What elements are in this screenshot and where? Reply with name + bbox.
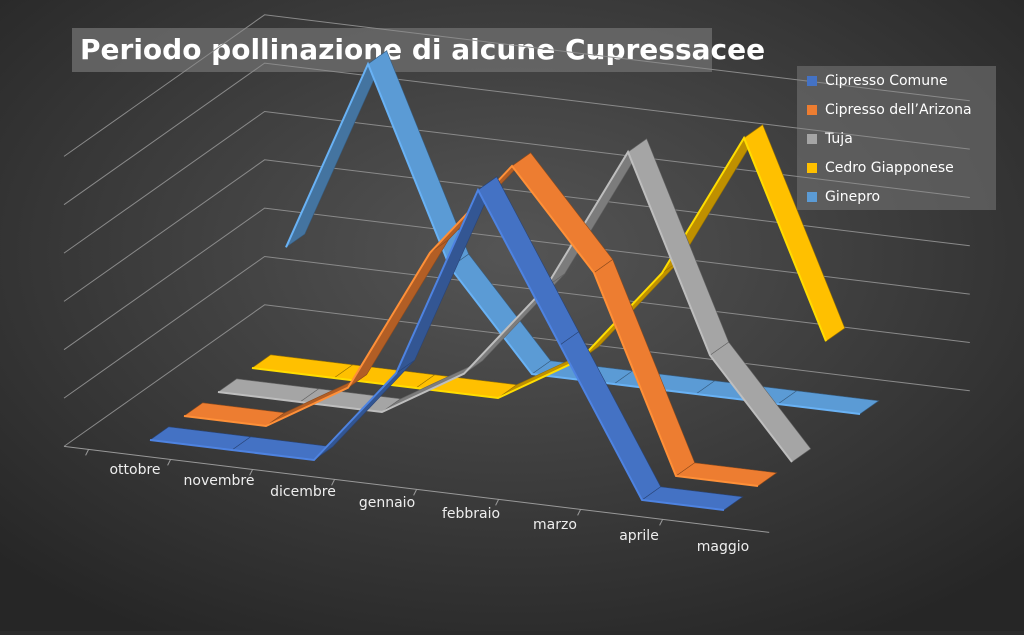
x-tick-label: maggio — [697, 539, 749, 555]
x-tick — [413, 489, 418, 496]
legend-swatch — [807, 76, 817, 86]
plot: ottobre novembre dicembre gennaio febbraio ma… — [63, 14, 970, 555]
x-tick — [85, 449, 90, 456]
chart-title: Periodo pollinazione di alcune Cupressac… — [80, 33, 765, 66]
legend-swatch — [807, 105, 817, 115]
legend-label: Ginepro — [825, 189, 880, 205]
grid-line — [63, 14, 970, 157]
x-tick-label: febbraio — [442, 506, 500, 522]
x-tick — [577, 509, 582, 516]
x-tick — [659, 519, 664, 526]
x-tick — [495, 499, 500, 506]
x-tick — [249, 469, 254, 476]
legend-swatch — [807, 163, 817, 173]
x-tick-label: aprile — [619, 528, 659, 544]
grid-line — [63, 255, 970, 399]
legend-label: Tuja — [824, 131, 853, 147]
grid-line — [63, 159, 970, 302]
x-tick-label: novembre — [184, 473, 255, 489]
x-tick — [167, 459, 172, 466]
legend-label: Cipresso dell’Arizona — [825, 102, 972, 118]
x-tick — [331, 479, 336, 486]
legend-label: Cipresso Comune — [825, 73, 948, 89]
legend-swatch — [807, 134, 817, 144]
series-line — [149, 187, 725, 511]
series-line — [251, 135, 827, 400]
legend-label: Cedro Giapponese — [825, 160, 954, 176]
grid-line — [63, 207, 970, 351]
grid-line — [63, 62, 970, 206]
legend-swatch — [807, 192, 817, 202]
x-tick-label: ottobre — [109, 462, 160, 478]
legend-box — [797, 66, 996, 210]
x-tick-label: dicembre — [270, 484, 336, 500]
x-tick-label: marzo — [533, 517, 577, 533]
x-tick-label: gennaio — [359, 495, 415, 511]
